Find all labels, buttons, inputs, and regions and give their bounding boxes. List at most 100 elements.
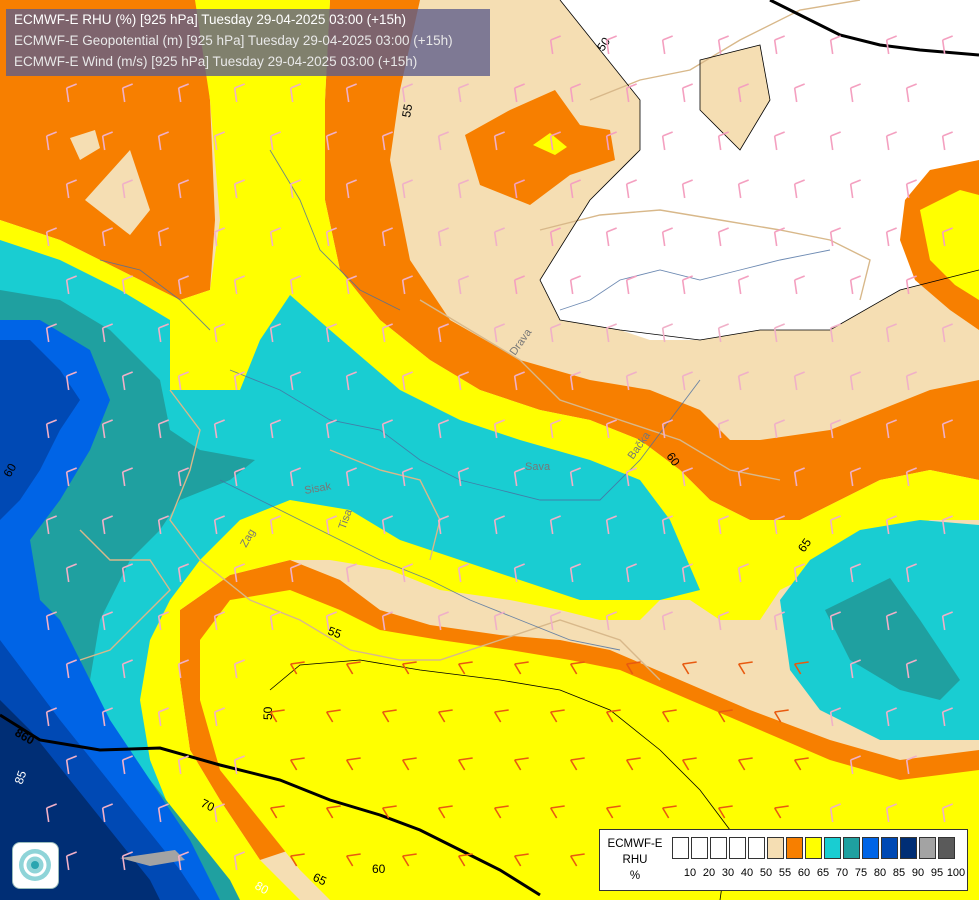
wind-barb — [773, 611, 785, 631]
wind-barb — [681, 179, 693, 199]
wind-barb — [121, 755, 133, 775]
wind-barb — [233, 179, 245, 199]
wind-barb — [437, 709, 453, 723]
wind-barb — [885, 227, 897, 247]
rh-contour-lines — [269, 0, 979, 900]
wind-barb — [493, 323, 505, 343]
wind-barb — [289, 275, 301, 295]
wind-barb — [177, 275, 189, 295]
wind-barb — [829, 419, 841, 439]
wind-barb — [381, 323, 393, 343]
wind-barb — [849, 467, 861, 487]
legend-tick: 50 — [759, 867, 773, 879]
contour-label: 55 — [399, 103, 415, 119]
wind-barb — [793, 179, 805, 199]
legend-tick: 80 — [873, 867, 887, 879]
wind-barb — [269, 611, 281, 631]
wind-barb — [437, 515, 449, 535]
wind-barb — [829, 35, 841, 55]
wind-barb — [569, 371, 581, 391]
wind-barb — [513, 371, 525, 391]
wind-barb — [177, 659, 189, 679]
wind-barb — [65, 275, 77, 295]
wind-barb — [157, 131, 169, 151]
map-header: ECMWF-E RHU (%) [925 hPa] Tuesday 29-04-… — [6, 9, 490, 76]
wind-barb — [737, 467, 749, 487]
wind-barb — [717, 323, 729, 343]
wind-barb — [941, 419, 953, 439]
wind-barb — [437, 323, 449, 343]
wind-barb — [213, 515, 225, 535]
wind-barb — [661, 611, 673, 631]
wind-barb — [65, 659, 77, 679]
rh-island-55-west-small — [70, 130, 100, 160]
wind-barb — [213, 419, 225, 439]
wind-barb — [737, 661, 753, 675]
wind-barb — [569, 275, 581, 295]
wind-barb — [289, 757, 305, 771]
wind-barb — [885, 35, 897, 55]
wind-barb — [101, 323, 113, 343]
wind-barb — [569, 179, 581, 199]
wind-barb — [289, 563, 301, 583]
wind-barb — [513, 467, 525, 487]
legend-tick: 55 — [778, 867, 792, 879]
wind-barb — [325, 323, 337, 343]
legend-tick: 95 — [930, 867, 944, 879]
legend-tick: 30 — [721, 867, 735, 879]
legend-swatch — [919, 837, 936, 859]
wind-barb — [829, 803, 841, 823]
wind-barb — [45, 227, 57, 247]
wind-barb — [941, 227, 953, 247]
rivers — [99, 149, 831, 651]
wind-barb — [829, 131, 841, 151]
wind-barb — [289, 661, 305, 675]
legend-tick: 10 — [683, 867, 697, 879]
wind-barb — [569, 83, 581, 103]
contour-label: 60 — [372, 862, 386, 876]
wind-barb — [233, 563, 245, 583]
wind-barb — [401, 371, 413, 391]
wind-barb — [157, 803, 169, 823]
wind-barb — [101, 515, 113, 535]
wind-barb — [233, 851, 245, 871]
wind-barb — [849, 659, 861, 679]
wind-barb — [457, 467, 469, 487]
wind-barb — [793, 83, 805, 103]
wind-barb — [45, 131, 57, 151]
wind-barb — [177, 467, 189, 487]
wind-barb — [717, 709, 733, 723]
wind-barb — [381, 131, 393, 151]
legend-variable: RHU — [622, 854, 648, 866]
wind-barb — [905, 275, 917, 295]
wind-barb — [289, 467, 301, 487]
legend-tick: 20 — [702, 867, 716, 879]
wind-barb — [849, 755, 861, 775]
legend-swatch — [805, 837, 822, 859]
logo-icon — [12, 842, 59, 889]
wind-barb — [45, 611, 57, 631]
legend-tick: 100 — [946, 867, 966, 879]
wind-barb — [269, 515, 281, 535]
legend-swatch — [862, 837, 879, 859]
wind-barb — [121, 659, 133, 679]
legend-swatch — [710, 837, 727, 859]
wind-barb — [849, 275, 861, 295]
contour-label: 85 — [12, 768, 30, 786]
wind-barb — [213, 803, 225, 823]
wind-barb — [437, 805, 453, 819]
wind-barb — [681, 467, 693, 487]
wind-barb — [457, 83, 469, 103]
wind-barb — [513, 83, 525, 103]
wind-barb — [493, 805, 509, 819]
wind-barb — [737, 757, 753, 771]
wind-barb — [233, 83, 245, 103]
wind-barb — [213, 611, 225, 631]
wind-barb — [793, 757, 809, 771]
wind-barb — [233, 371, 245, 391]
wind-barb — [289, 853, 305, 867]
wind-barb — [625, 563, 637, 583]
wind-barbs — [45, 35, 953, 871]
legend-tick: 85 — [892, 867, 906, 879]
wind-barb — [661, 419, 673, 439]
